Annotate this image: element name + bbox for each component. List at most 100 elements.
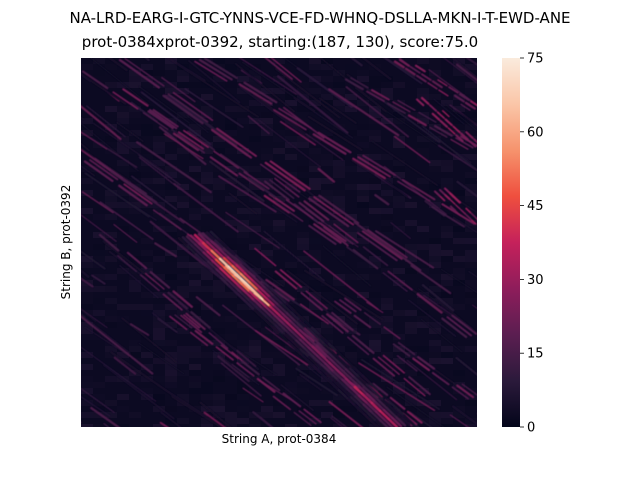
diagonal-streak <box>152 209 182 231</box>
heatmap-cell <box>441 340 453 346</box>
diagonal-streak <box>81 214 117 242</box>
heatmap-cell <box>165 166 177 172</box>
heatmap-cell <box>153 70 165 76</box>
heatmap-cell <box>345 424 357 427</box>
diagonal-streak <box>392 343 411 357</box>
diagonal-streak <box>318 221 347 243</box>
diagonal-streak <box>142 112 169 131</box>
diagonal-streak <box>0 248 6 269</box>
diagonal-streak <box>84 326 131 357</box>
heatmap-cell <box>381 214 393 220</box>
heatmap-cell <box>393 262 405 268</box>
heatmap-cell <box>153 178 165 184</box>
diagonal-streak <box>206 260 218 271</box>
diagonal-streak <box>303 250 379 311</box>
diagonal-streak <box>305 290 328 310</box>
heatmap-cell <box>201 124 213 130</box>
diagonal-streak <box>219 153 248 174</box>
diagonal-streak <box>282 392 302 408</box>
heatmap-cell <box>297 136 309 142</box>
diagonal-streak <box>332 360 344 372</box>
diagonal-streak <box>345 387 357 398</box>
heatmap-cell <box>453 190 465 196</box>
diagonal-streak <box>378 390 390 402</box>
heatmap-cell <box>81 376 93 382</box>
heatmap-cell <box>453 94 465 100</box>
diagonal-streak <box>447 127 456 135</box>
diagonal-streak <box>382 58 423 85</box>
diagonal-streak <box>263 230 325 282</box>
heatmap-cell <box>81 352 93 358</box>
heatmap-cell <box>273 76 285 82</box>
heatmap-cell <box>429 184 441 190</box>
heatmap-cell <box>213 184 225 190</box>
diagonal-streak <box>311 336 323 347</box>
diagonal-streak <box>265 306 277 318</box>
heatmap-cell <box>189 166 201 172</box>
heatmap-diagonals <box>0 0 477 455</box>
diagonal-streak <box>174 314 193 329</box>
heatmap-cell <box>213 400 225 406</box>
heatmap-cell <box>345 328 357 334</box>
heatmap-cell <box>201 190 213 196</box>
heatmap-cell <box>249 346 261 352</box>
heatmap-cell <box>225 130 237 136</box>
diagonal-streak <box>468 139 477 148</box>
diagonal-streak <box>210 240 222 251</box>
heatmap-cell <box>321 388 333 394</box>
heatmap-cell <box>309 100 321 106</box>
heatmap-cell <box>333 400 345 406</box>
heatmap-cell <box>189 346 201 352</box>
heatmap-cell <box>465 346 477 352</box>
diagonal-streak <box>41 0 105 51</box>
diagonal-streak <box>298 319 310 330</box>
heatmap-cell <box>93 400 105 406</box>
heatmap-cell <box>177 346 189 352</box>
heatmap-cell <box>225 250 237 256</box>
heatmap-cell <box>261 352 273 358</box>
diagonal-streak <box>403 377 426 397</box>
heatmap-cell <box>129 172 141 178</box>
diagonal-streak <box>371 89 390 101</box>
heatmap-cell <box>141 262 153 268</box>
heatmap-cell <box>345 406 357 412</box>
heatmap-cell <box>129 196 141 202</box>
heatmap-cell <box>273 310 285 316</box>
heatmap-cell <box>153 250 165 256</box>
heatmap-cell <box>453 58 465 64</box>
heatmap-cell <box>321 220 333 226</box>
heatmap-cell <box>153 358 165 364</box>
colorbar-ticks: 0 15 30 45 60 75 <box>520 52 544 436</box>
heatmap-cell <box>441 358 453 364</box>
heatmap-cell <box>273 328 285 334</box>
heatmap-cell <box>441 100 453 106</box>
heatmap-cell <box>429 226 441 232</box>
heatmap-cell <box>381 94 393 100</box>
diagonal-streak <box>0 281 1 338</box>
diagonal-streak <box>299 373 322 391</box>
heatmap-cell <box>213 376 225 382</box>
diagonal-streak <box>362 403 374 414</box>
diagonal-streak <box>269 179 295 200</box>
diagonal-streak <box>252 411 274 427</box>
diagonal-streak <box>436 444 449 455</box>
diagonal-streak <box>269 160 311 190</box>
heatmap-cell <box>309 418 321 424</box>
diagonal-streak <box>349 376 361 388</box>
diagonal-streak <box>194 243 206 254</box>
diagonal-streak <box>81 269 90 278</box>
heatmap-cell <box>201 172 213 178</box>
diagonal-streak <box>341 388 353 399</box>
heatmap-cell <box>321 232 333 238</box>
heatmap-cell <box>249 244 261 250</box>
heatmap-cell <box>225 166 237 172</box>
heatmap-cell <box>129 280 141 286</box>
heatmap-cell <box>465 250 477 256</box>
heatmap-cell <box>273 364 285 370</box>
heatmap-cell <box>165 136 177 142</box>
diagonal-streak <box>243 272 255 283</box>
diagonal-streak <box>193 233 205 245</box>
heatmap-cell <box>141 124 153 130</box>
heatmap-cell <box>393 280 405 286</box>
heatmap-cell <box>369 166 381 172</box>
